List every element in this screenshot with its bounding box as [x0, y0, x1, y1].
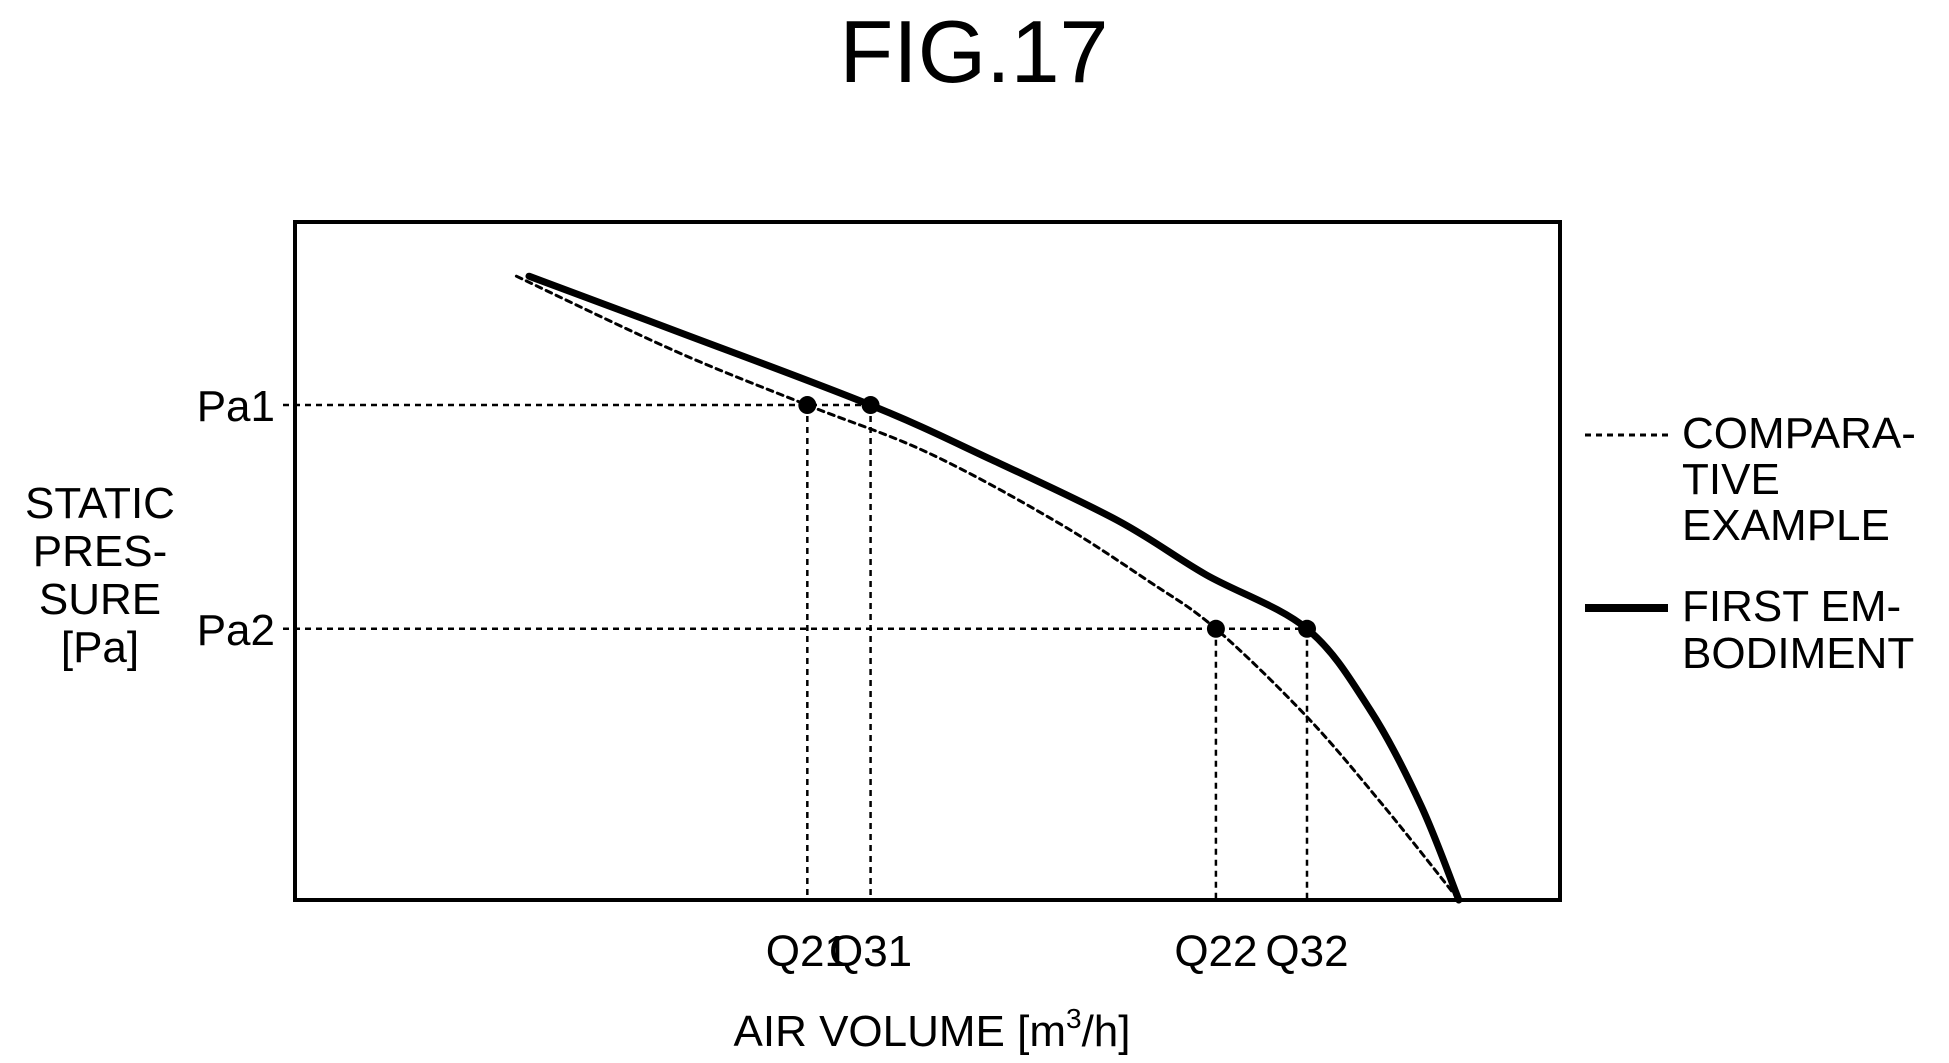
y-axis-label-line-2: PRES- — [33, 527, 167, 576]
x-tick-label-q31: Q31 — [829, 927, 912, 976]
marker-point-q31 — [862, 396, 880, 414]
y-axis-label-line-4: [Pa] — [61, 623, 139, 672]
x-axis-label-superscript: 3 — [1066, 1003, 1082, 1034]
series-layer — [516, 276, 1458, 900]
figure-title: FIG.17 — [840, 2, 1109, 101]
tick-label-layer: Pa1Pa2Q21Q31Q22Q32 — [197, 382, 1349, 976]
y-axis-label: STATIC PRES- SURE [Pa] — [25, 479, 175, 672]
y-tick-label-pa1: Pa1 — [197, 382, 275, 431]
guide-lines — [283, 405, 1307, 900]
legend: COMPARA- TIVE EXAMPLE FIRST EM- BODIMENT — [1585, 409, 1916, 678]
marker-point-q21 — [798, 396, 816, 414]
plot-frame — [295, 222, 1560, 900]
y-axis-label-line-3: SURE — [39, 575, 161, 624]
series-line-comparative-example — [516, 276, 1458, 900]
legend-label-comparative-example-line-2: TIVE — [1682, 455, 1780, 504]
x-tick-label-q22: Q22 — [1174, 927, 1257, 976]
x-axis-label: AIR VOLUME [m3/h] — [734, 1003, 1131, 1056]
legend-label-comparative-example-line-3: EXAMPLE — [1682, 501, 1890, 550]
legend-label-comparative-example-line-1: COMPARA- — [1682, 409, 1916, 458]
y-tick-label-pa2: Pa2 — [197, 606, 275, 655]
x-axis-label-main: AIR VOLUME [m — [734, 1007, 1067, 1056]
legend-label-first-embodiment-line-2: BODIMENT — [1682, 629, 1914, 678]
marker-point-q32 — [1298, 620, 1316, 638]
legend-label-first-embodiment-line-1: FIRST EM- — [1682, 582, 1901, 631]
x-tick-label-q32: Q32 — [1265, 927, 1348, 976]
marker-point-q22 — [1207, 620, 1225, 638]
marker-layer — [798, 396, 1316, 638]
x-axis-label-suffix: /h] — [1082, 1007, 1131, 1056]
y-axis-label-line-1: STATIC — [25, 479, 175, 528]
series-line-first-embodiment — [529, 276, 1459, 900]
